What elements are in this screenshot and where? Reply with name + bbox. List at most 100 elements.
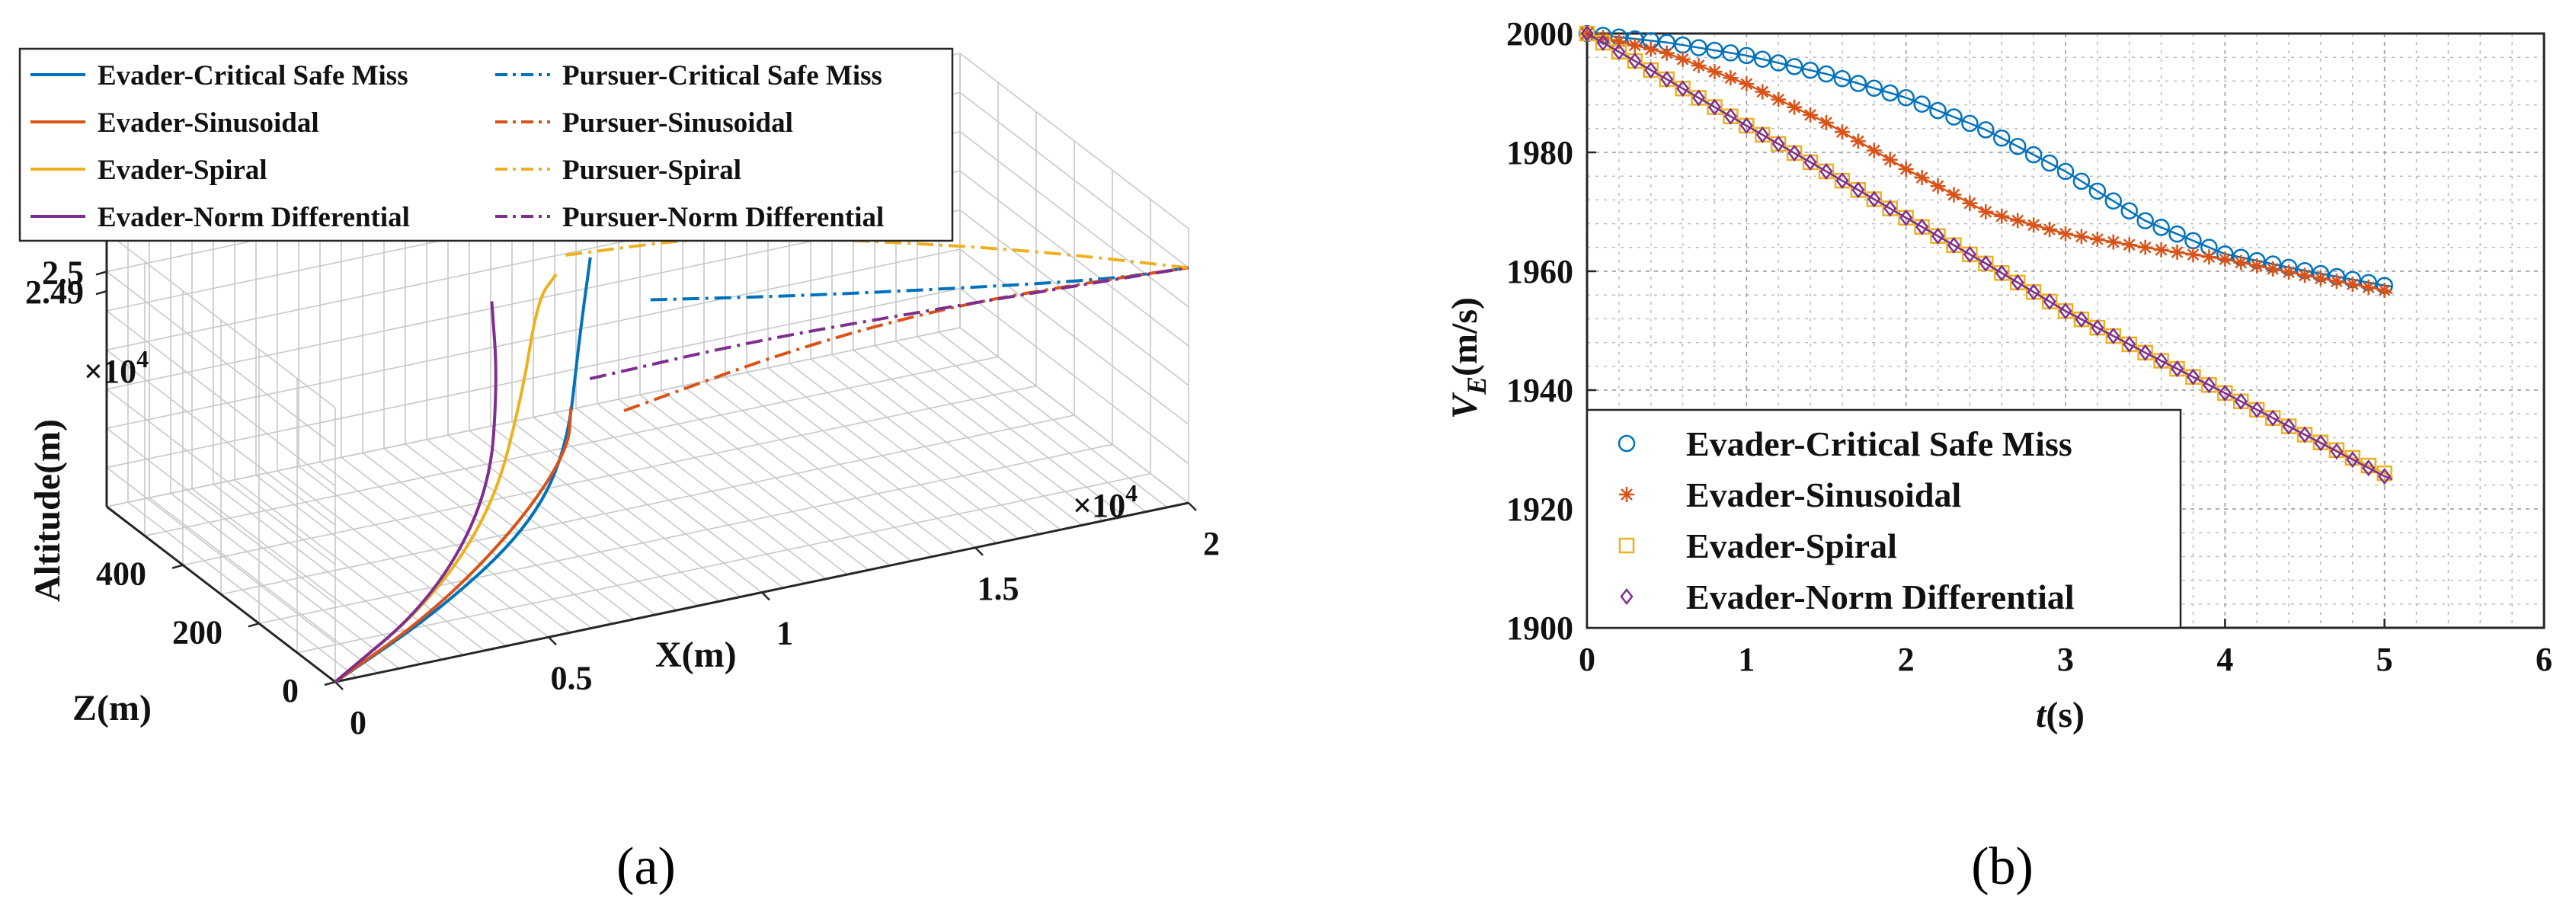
y-tick-label: 1940 bbox=[1506, 372, 1573, 409]
panel-a-x-exponent: ×104 bbox=[1073, 479, 1138, 524]
grid-back-z bbox=[106, 287, 961, 469]
data-point-asterisk bbox=[1866, 142, 1882, 158]
x-tick-label: 5 bbox=[2376, 641, 2393, 678]
data-point-square bbox=[2360, 457, 2376, 474]
data-point-asterisk bbox=[2344, 277, 2360, 293]
data-point-diamond bbox=[1979, 254, 1992, 272]
panel-a-series bbox=[334, 235, 1189, 683]
series-pursuer-critical-safe-miss bbox=[650, 266, 1189, 302]
data-point-circle bbox=[1785, 58, 1803, 75]
panel-a-label: (a) bbox=[616, 837, 676, 896]
data-point-diamond bbox=[2075, 311, 2088, 328]
data-point-circle bbox=[2136, 212, 2154, 229]
data-point-diamond bbox=[1620, 587, 1634, 606]
data-point-asterisk bbox=[2042, 222, 2058, 238]
data-point-diamond bbox=[1660, 71, 1674, 88]
data-point-diamond bbox=[1580, 24, 1594, 43]
data-point-diamond bbox=[1628, 52, 1642, 70]
data-point-asterisk bbox=[2169, 245, 2185, 261]
y-tick-label: 200 bbox=[172, 613, 222, 651]
data-point-diamond bbox=[1644, 62, 1658, 79]
data-point-diamond bbox=[2123, 335, 2136, 353]
z-tick-label: 2.5 bbox=[42, 254, 84, 291]
x-tick-label: 0 bbox=[1579, 641, 1595, 678]
x-tick-label: 2 bbox=[1203, 525, 1220, 562]
grid-left-z bbox=[106, 310, 336, 487]
data-point-diamond bbox=[2362, 459, 2376, 477]
data-point-circle bbox=[2120, 202, 2138, 220]
data-point-circle bbox=[1706, 41, 1723, 59]
data-point-diamond bbox=[1851, 181, 1865, 199]
series-line bbox=[1586, 32, 2393, 481]
data-point-asterisk bbox=[1946, 187, 1962, 203]
data-point-asterisk bbox=[2297, 267, 2312, 283]
panel-a-z-exponent-base: ×10 bbox=[84, 353, 136, 390]
data-point-asterisk bbox=[2328, 274, 2344, 290]
x-tick bbox=[548, 636, 557, 646]
grid-left-z bbox=[106, 427, 336, 604]
series-evader-sinusoidal bbox=[1579, 26, 2393, 298]
data-point-asterisk bbox=[2376, 282, 2392, 298]
data-point-diamond bbox=[2266, 409, 2280, 427]
data-point-asterisk bbox=[1803, 107, 1819, 123]
data-point-circle bbox=[1754, 50, 1771, 68]
legend-label: Evader-Sinusoidal bbox=[1686, 475, 1961, 514]
data-point-circle bbox=[1738, 46, 1755, 65]
x-tick bbox=[1188, 502, 1197, 511]
grid-left-z bbox=[106, 349, 336, 526]
data-point-asterisk bbox=[2281, 264, 2297, 280]
data-point-asterisk bbox=[2233, 254, 2249, 270]
data-point-asterisk bbox=[1787, 99, 1803, 115]
data-point-diamond bbox=[1803, 153, 1817, 171]
panel-b-x-axis-unit: (s) bbox=[2046, 695, 2085, 735]
panel-b-label: (b) bbox=[1971, 837, 2034, 896]
data-point-diamond bbox=[2027, 283, 2040, 301]
data-point-diamond bbox=[1963, 245, 1976, 263]
data-point-diamond bbox=[2170, 360, 2184, 378]
grid-side-z bbox=[959, 91, 1189, 269]
data-point-asterisk bbox=[1675, 51, 1691, 67]
panel-b-legend: Evader-Critical Safe Miss Evader-Sinusoid… bbox=[1586, 408, 2182, 629]
data-point-asterisk bbox=[2265, 261, 2281, 277]
data-point-diamond bbox=[2314, 434, 2328, 452]
data-point-diamond bbox=[2346, 451, 2360, 469]
z-tick bbox=[95, 270, 107, 276]
data-point-diamond bbox=[1771, 135, 1785, 152]
data-point-diamond bbox=[1676, 80, 1690, 98]
panel-b-series bbox=[1578, 24, 2393, 485]
panel-a-z-exponent-power: 4 bbox=[136, 345, 149, 373]
y-tick bbox=[171, 564, 184, 569]
data-point-diamond bbox=[2282, 418, 2296, 435]
z-tick-label: 2.49 bbox=[25, 274, 84, 311]
legend-label: Evader-Spiral bbox=[98, 155, 267, 186]
legend-label: Pursuer-Norm Differential bbox=[562, 202, 884, 233]
panel-a-y-axis-label: Z(m) bbox=[72, 688, 152, 728]
series-evader-norm-differential bbox=[334, 301, 498, 683]
data-point-diamond bbox=[1915, 218, 1929, 235]
x-tick bbox=[974, 546, 984, 556]
data-point-circle bbox=[2024, 146, 2043, 164]
data-point-circle bbox=[2008, 137, 2027, 155]
data-point-diamond bbox=[2234, 392, 2248, 410]
data-point-asterisk bbox=[2105, 234, 2121, 250]
data-point-asterisk bbox=[1755, 84, 1771, 100]
y-tick bbox=[324, 680, 336, 686]
data-point-diamond bbox=[2059, 302, 2072, 320]
data-point-circle bbox=[1977, 121, 1995, 139]
data-point-diamond bbox=[1883, 200, 1897, 217]
data-point-diamond bbox=[1995, 264, 2008, 282]
data-point-asterisk bbox=[1595, 30, 1611, 46]
data-point-circle bbox=[1690, 39, 1707, 56]
data-point-circle bbox=[2040, 154, 2059, 172]
panel-a-axes: 0 0.5 1 1.5 2 0 200 400 2.492.5 bbox=[25, 232, 1220, 741]
data-point-circle bbox=[1993, 130, 2011, 147]
panel-a-z-exponent: ×104 bbox=[84, 345, 149, 390]
data-point-circle bbox=[2168, 225, 2186, 243]
data-point-diamond bbox=[1931, 227, 1945, 245]
data-point-circle bbox=[1801, 61, 1819, 79]
panel-b-y-axis-unit: (m/s) bbox=[1445, 297, 1485, 376]
legend-label: Evader-Spiral bbox=[1686, 526, 1897, 565]
data-point-asterisk bbox=[1627, 37, 1643, 53]
grid-floor-y bbox=[258, 443, 1113, 625]
